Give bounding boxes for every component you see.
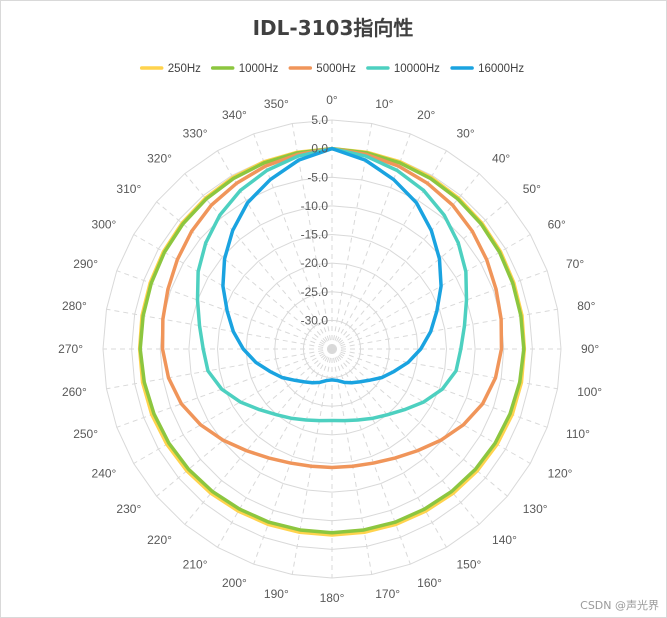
angle-label: 140° (492, 533, 517, 547)
angle-label: 150° (457, 558, 482, 572)
angle-label: 20° (417, 108, 435, 122)
angle-label: 0° (326, 93, 338, 107)
grid-ring (216, 233, 448, 465)
angle-label: 210° (183, 558, 208, 572)
angle-label: 330° (183, 126, 208, 140)
legend-label: 1000Hz (239, 63, 279, 75)
grid-spoke (331, 173, 480, 350)
angle-label: 200° (222, 576, 247, 590)
legend: 250Hz 1000Hz 5000Hz 10000Hz 16000Hz (139, 63, 524, 75)
series-layer (137, 146, 527, 537)
angle-label: 350° (264, 97, 289, 111)
angle-label: 80° (577, 299, 595, 313)
series-line-10000hz (195, 146, 469, 423)
angle-label: 170° (375, 587, 400, 601)
angle-label: 260° (62, 385, 87, 399)
radial-tick-label: -15.0 (301, 228, 329, 242)
angle-label: 250° (73, 427, 98, 441)
angle-label: 220° (147, 533, 172, 547)
series-line-16000hz (221, 146, 443, 385)
angle-label: 50° (523, 182, 541, 196)
legend-label: 16000Hz (478, 63, 524, 75)
radial-axis-labels: 5.0 0.0 -5.0 -10.0 -15.0 -20.0 -25.0 -30.0 (301, 113, 329, 327)
grid-spoke (331, 348, 411, 565)
legend-label: 250Hz (168, 63, 201, 75)
grid-spoke (184, 348, 333, 525)
angle-label: 120° (548, 467, 573, 481)
grid-spoke (331, 201, 508, 350)
series-line-5000hz (160, 146, 504, 470)
radial-tick-label: -30.0 (301, 313, 329, 327)
radial-tick-label: -5.0 (307, 170, 328, 184)
angle-label: 280° (62, 299, 87, 313)
chart-title: IDL-3103指向性 (253, 16, 414, 40)
grid-spoke (331, 234, 531, 350)
watermark: CSDN @声光界 (580, 598, 659, 612)
angle-label: 320° (147, 151, 172, 165)
angle-label: 60° (548, 218, 566, 232)
grid-spoke (133, 234, 333, 350)
angle-label: 190° (264, 587, 289, 601)
radial-tick-label: -25.0 (301, 285, 329, 299)
angle-label: 90° (581, 342, 599, 356)
angle-label: 10° (375, 97, 393, 111)
angle-label: 270° (58, 342, 83, 356)
series-line-1000hz (138, 146, 526, 535)
radial-tick-label: -20.0 (301, 256, 329, 270)
angle-label: 40° (492, 151, 510, 165)
angle-label: 30° (457, 126, 475, 140)
grid-spoke (331, 348, 373, 575)
legend-label: 5000Hz (316, 63, 356, 75)
angle-label: 100° (577, 385, 602, 399)
grid-spoke (184, 173, 333, 350)
angle-label: 70° (566, 257, 584, 271)
angle-label: 230° (116, 502, 141, 516)
angle-label: 300° (92, 218, 117, 232)
angle-labels: 0° 10° 20° 30° 40° 50° 60° 70° 80° 90° 100° 110° 120… (58, 93, 602, 605)
radial-tick-label: -10.0 (301, 199, 329, 213)
angle-label: 310° (116, 182, 141, 196)
grid-spoke (253, 348, 333, 565)
radial-tick-label: 5.0 (311, 113, 328, 127)
angle-label: 160° (417, 576, 442, 590)
angle-label: 110° (566, 427, 590, 441)
grid-ring (188, 205, 476, 493)
angle-label: 130° (523, 502, 548, 516)
angle-label: 290° (73, 257, 98, 271)
grid-spoke (156, 201, 333, 350)
angle-label: 340° (222, 108, 247, 122)
legend-label: 10000Hz (394, 63, 440, 75)
grid-spoke (291, 348, 333, 575)
radial-tick-label: 0.0 (311, 142, 328, 156)
angle-label: 240° (92, 467, 117, 481)
angle-label: 180° (320, 591, 345, 605)
grid-spoke (331, 348, 480, 525)
